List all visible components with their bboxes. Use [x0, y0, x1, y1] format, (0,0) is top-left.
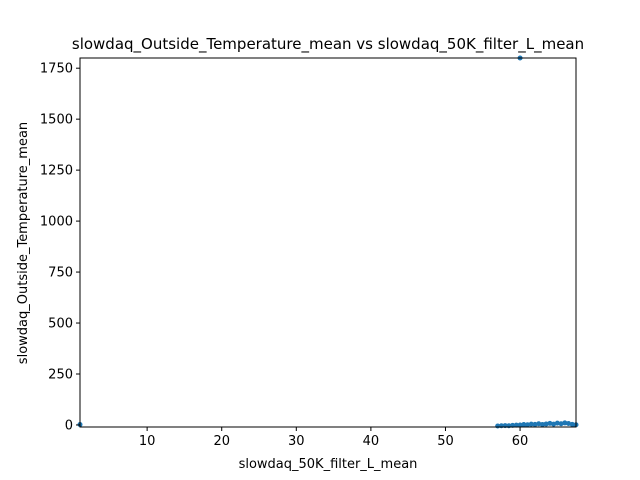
data-point — [521, 422, 527, 428]
data-point — [532, 421, 538, 427]
x-axis-label: slowdaq_50K_filter_L_mean — [239, 457, 418, 472]
data-point — [543, 421, 549, 427]
data-point — [566, 421, 572, 427]
data-point — [525, 422, 531, 428]
data-point — [547, 420, 553, 426]
data-point — [539, 422, 545, 428]
y-tick-label: 0 — [65, 418, 73, 433]
data-point — [517, 422, 523, 428]
y-tick-label: 1500 — [40, 113, 73, 128]
y-tick-label: 250 — [48, 367, 73, 382]
data-point — [562, 420, 568, 426]
data-point — [528, 421, 534, 427]
x-tick-label: 20 — [213, 434, 230, 449]
data-point — [513, 422, 519, 428]
data-point — [536, 421, 542, 427]
data-point — [569, 421, 575, 427]
x-tick-label: 50 — [437, 434, 454, 449]
x-tick-label: 40 — [363, 434, 380, 449]
data-point — [558, 421, 564, 427]
y-tick-label: 1750 — [40, 62, 73, 77]
data-points — [77, 55, 579, 429]
y-tick-label: 1000 — [40, 215, 73, 230]
y-tick-label: 750 — [48, 266, 73, 281]
plot-area-frame — [79, 57, 577, 428]
x-tick-label: 30 — [288, 434, 305, 449]
x-tick-label: 60 — [512, 434, 529, 449]
y-tick-label: 500 — [48, 317, 73, 332]
y-axis-label: slowdaq_Outside_Temperature_mean — [16, 122, 31, 364]
chart-title: slowdaq_Outside_Temperature_mean vs slow… — [72, 35, 584, 54]
x-tick-label: 10 — [139, 434, 156, 449]
axis-ticks: 10 20 30 40 50 60 0 250 500 750 1000 1250 1500 1750 — [40, 62, 528, 449]
data-point — [554, 420, 560, 426]
y-tick-label: 1250 — [40, 164, 73, 179]
